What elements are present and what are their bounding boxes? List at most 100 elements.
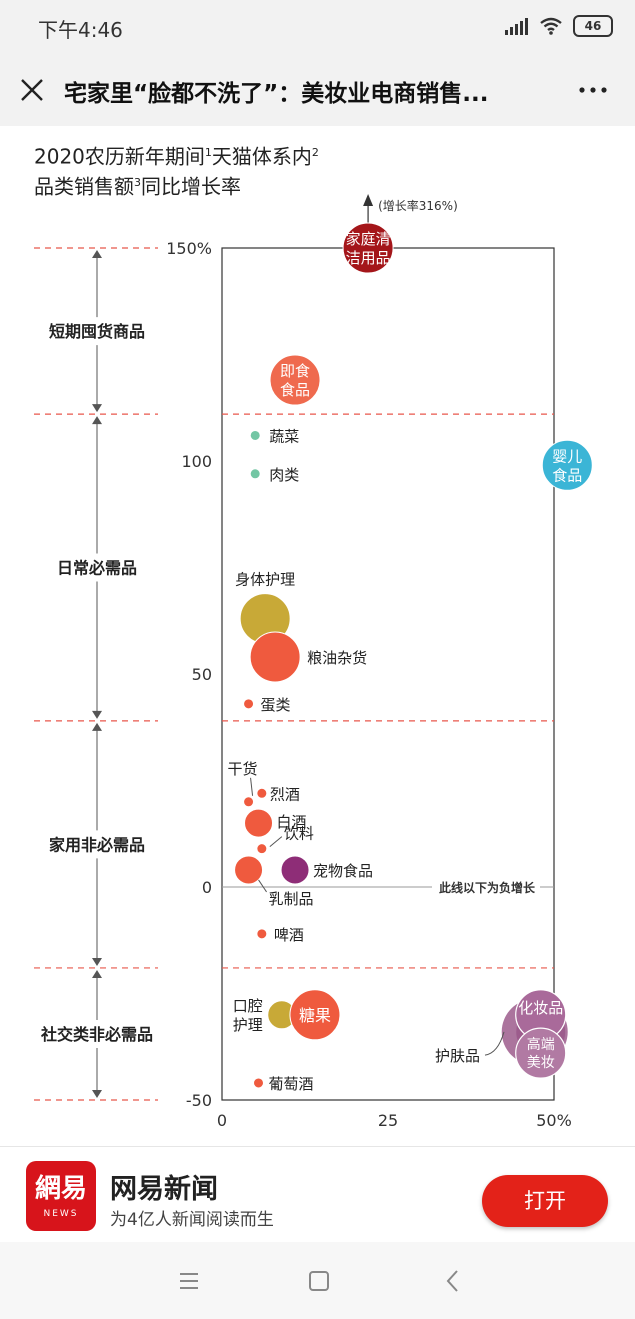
y-tick-label: -50 (186, 1091, 212, 1110)
arrow-up-icon (92, 969, 102, 978)
logo-text: 網易 (34, 1174, 87, 1204)
bubble-point (234, 855, 264, 885)
data-label: 肉类 (269, 466, 299, 484)
footnote-mark: 2 (311, 146, 319, 159)
app-slogan: 为4亿人新闻阅读而生 (110, 1210, 274, 1230)
band-label: 短期囤货商品 (49, 322, 145, 341)
chart-title-part: 天猫体系内 (211, 144, 312, 169)
zero-line-note: 此线以下为负增长 (439, 880, 536, 895)
data-label: 身体护理 (235, 571, 295, 589)
y-tick-label: 0 (202, 878, 212, 897)
chart-title-part: 2020农历新年期间 (34, 144, 205, 169)
arrow-up-icon (363, 194, 374, 206)
y-tick-label: 100 (181, 452, 212, 471)
bubble-point (256, 787, 268, 799)
data-label: 烈酒 (270, 785, 300, 803)
arrow-down-icon (92, 1090, 102, 1098)
data-label: 护肤品 (435, 1047, 480, 1065)
band-label: 社交类非必需品 (40, 1025, 153, 1044)
bubble-point (289, 989, 341, 1041)
arrow-down-icon (92, 957, 102, 966)
logo-subtext: NEWS (43, 1209, 79, 1219)
signal-icon (505, 18, 528, 35)
status-time: 下午4:46 (38, 18, 123, 42)
outlier-note: (增长率316%) (378, 198, 458, 213)
data-label: 化妆品 (518, 999, 563, 1017)
app-name: 网易新闻 (110, 1174, 218, 1205)
wifi-icon (540, 17, 562, 35)
bubble-point (280, 855, 310, 885)
band-label: 家用非必需品 (49, 835, 145, 854)
bubble-point (244, 808, 274, 838)
close-icon[interactable] (18, 76, 46, 104)
data-label: 蔬菜 (269, 427, 299, 445)
status-icons: 46 (505, 14, 613, 38)
bubble-point (243, 698, 255, 710)
data-label: 粮油杂货 (307, 649, 367, 667)
label-leader (250, 777, 254, 796)
bubble-point (253, 1077, 265, 1089)
arrow-up-icon (92, 416, 102, 425)
arrow-down-icon (92, 404, 102, 413)
x-tick-label: 25 (378, 1111, 398, 1130)
open-app-button[interactable]: 打开 (482, 1175, 608, 1227)
data-label: 葡萄酒 (269, 1075, 314, 1093)
data-label: 4 (565, 1052, 571, 1062)
x-tick-label: 0 (217, 1111, 227, 1130)
bubble-point (249, 468, 261, 480)
bubble-point (269, 354, 321, 406)
bubble-point (249, 429, 261, 441)
bubble-point (256, 843, 268, 855)
netease-news-logo[interactable]: 網易 NEWS (26, 1161, 96, 1231)
data-label: 食品 (280, 381, 310, 399)
data-label: 家庭清 (346, 230, 391, 248)
data-label: 食品 (552, 466, 582, 484)
data-label: 美妆 (527, 1055, 555, 1071)
arrow-down-icon (92, 710, 102, 719)
arrow-up-icon (92, 722, 102, 731)
x-tick-label: 50% (536, 1111, 572, 1130)
bubble-point (541, 439, 593, 491)
data-label: 婴儿 (552, 447, 582, 465)
data-label: 口腔 (233, 997, 263, 1015)
data-label: 护理 (233, 1016, 263, 1034)
data-label: 洁用品 (346, 249, 391, 267)
footnote-mark: 3 (134, 175, 141, 189)
footnote-mark: 1 (204, 146, 212, 159)
menu-icon[interactable] (176, 1268, 202, 1294)
bubble-point (256, 928, 268, 940)
y-tick-label: 50 (192, 665, 212, 684)
home-icon[interactable] (306, 1268, 332, 1294)
bubble-point (515, 1027, 567, 1079)
label-leader (269, 836, 283, 848)
article-content: 2020农历新年期间1天猫体系内2 品类销售额3同比增长率 短期囤货商品 日常必需… (0, 126, 635, 1146)
data-label: 干货 (228, 760, 258, 778)
data-label: 蛋类 (261, 696, 291, 714)
chart-title: 2020农历新年期间1天猫体系内2 品类销售额3同比增长率 (34, 140, 319, 199)
arrow-up-icon (92, 250, 102, 258)
chart-title-part: 同比增长率 (141, 174, 241, 199)
chart-title-part: 品类销售额 (34, 174, 134, 199)
back-icon[interactable] (440, 1268, 466, 1294)
band-label: 日常必需品 (57, 559, 137, 578)
app-banner: 網易 NEWS 网易新闻 为4亿人新闻阅读而生 打开 (0, 1146, 635, 1243)
y-tick-label: 150% (166, 239, 212, 258)
battery-icon: 46 (573, 15, 613, 37)
data-label: 高端 (527, 1036, 555, 1053)
label-leader (258, 879, 267, 893)
label-leader (484, 1031, 505, 1056)
data-label: 糖果 (299, 1006, 331, 1025)
more-icon[interactable] (577, 76, 609, 104)
data-label: 乳制品 (269, 890, 314, 908)
status-bar: 下午4:46 46 (0, 0, 635, 54)
system-nav-bar (0, 1242, 635, 1319)
data-label: 宠物食品 (313, 862, 373, 880)
data-label: 即食 (280, 362, 310, 380)
data-label: 啤酒 (274, 926, 304, 944)
page-title: 宅家里“脸都不洗了”：美妆业电商销售... (64, 81, 489, 107)
data-label: 白酒 (277, 813, 307, 831)
bubble-point (243, 796, 255, 808)
title-bar: 宅家里“脸都不洗了”：美妆业电商销售... (0, 54, 635, 126)
data-label: 饮料 (284, 825, 314, 843)
